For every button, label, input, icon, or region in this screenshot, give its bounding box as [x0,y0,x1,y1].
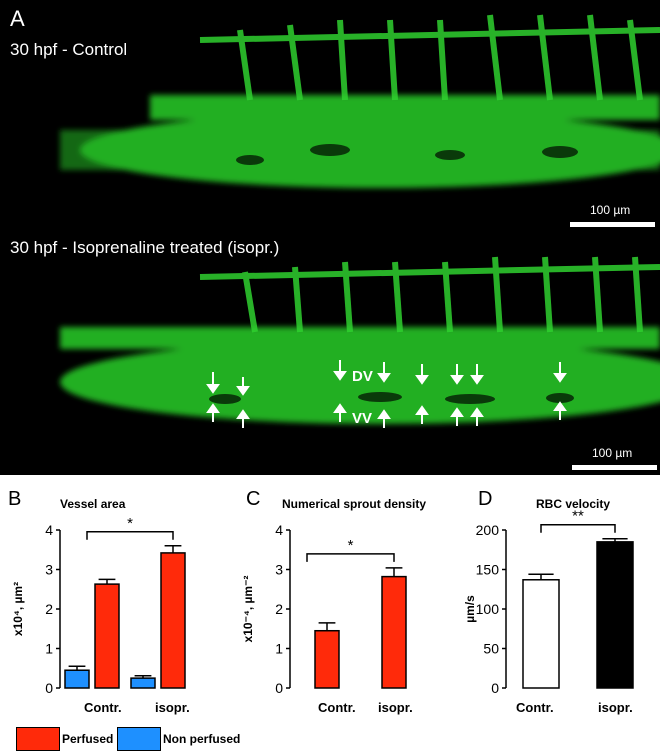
legend-label-non-perfused: Non perfused [163,732,241,746]
isoprenaline-label: 30 hpf - Isoprenaline treated (isopr.) [10,238,280,257]
y-tick-label: 1 [275,641,283,657]
bar-perfused [94,583,120,689]
y-tick-label: 3 [45,562,53,578]
micrograph-control: A 30 hpf - Control 100 µm [0,0,660,232]
panel-letter: D [478,488,492,510]
panel-letter: B [8,488,21,510]
x-tick-label: isopr. [598,700,633,715]
y-tick-label: 200 [476,522,500,538]
y-tick-label: 0 [45,680,53,696]
y-tick-label: 2 [275,601,283,617]
y-tick-label: 2 [45,601,53,617]
significance-bracket [86,531,174,540]
chart-title: RBC velocity [536,497,610,511]
scale-bar [570,222,655,227]
significance-label: ** [572,508,584,525]
arrow-markers [206,360,567,428]
charts-area: B Vessel area 0 1 2 3 4 x10⁴, µm² Contr. isopr. * C… [8,488,634,715]
x-tick-label: isopr. [155,700,190,715]
significance-label: * [348,537,354,554]
y-axis-label: x10⁻⁴, µm⁻² [241,576,255,643]
legend-label-perfused: Perfused [62,732,114,746]
bar-non-perfused [64,669,90,689]
bar-perfused [381,575,407,689]
bar [596,541,634,689]
x-tick-label: isopr. [378,700,413,715]
y-tick-label: 50 [483,641,499,657]
y-axis-label: µm/s [463,595,477,623]
bar-perfused [160,552,186,689]
y-tick-label: 0 [275,680,283,696]
panel-a-letter: A [10,6,25,31]
scale-bar-label: 100 µm [592,446,633,460]
x-tick-label: Contr. [516,700,554,715]
significance-label: * [127,515,133,532]
chart-title: Vessel area [60,497,126,511]
dv-label: DV [352,368,373,385]
micrograph-isoprenaline-art [60,256,660,428]
y-tick-label: 4 [45,522,53,538]
legend-swatch-non-perfused [117,727,161,751]
chart-title: Numerical sprout density [282,497,426,511]
y-tick-label: 1 [45,641,53,657]
panel-letter: C [246,488,260,510]
y-tick-label: 0 [491,680,499,696]
y-tick-label: 4 [275,522,283,538]
y-tick-label: 150 [476,562,500,578]
x-tick-label: Contr. [318,700,356,715]
scale-bar [572,465,657,470]
bar-perfused [314,629,340,689]
y-tick-label: 3 [275,562,283,578]
significance-bracket [306,553,395,562]
legend-swatch-perfused [16,727,60,751]
x-tick-label: Contr. [84,700,122,715]
scale-bar-label: 100 µm [590,203,631,217]
micrograph-control-art [60,14,660,188]
y-axis-label: x10⁴, µm² [11,582,25,636]
control-label: 30 hpf - Control [10,40,128,59]
micrograph-isoprenaline: 30 hpf - Isoprenaline treated (isopr.) D… [0,232,660,475]
significance-bracket [540,523,616,533]
vv-label: VV [352,410,373,427]
bar-non-perfused [130,677,156,689]
y-tick-label: 100 [476,601,500,617]
bar [522,579,560,689]
